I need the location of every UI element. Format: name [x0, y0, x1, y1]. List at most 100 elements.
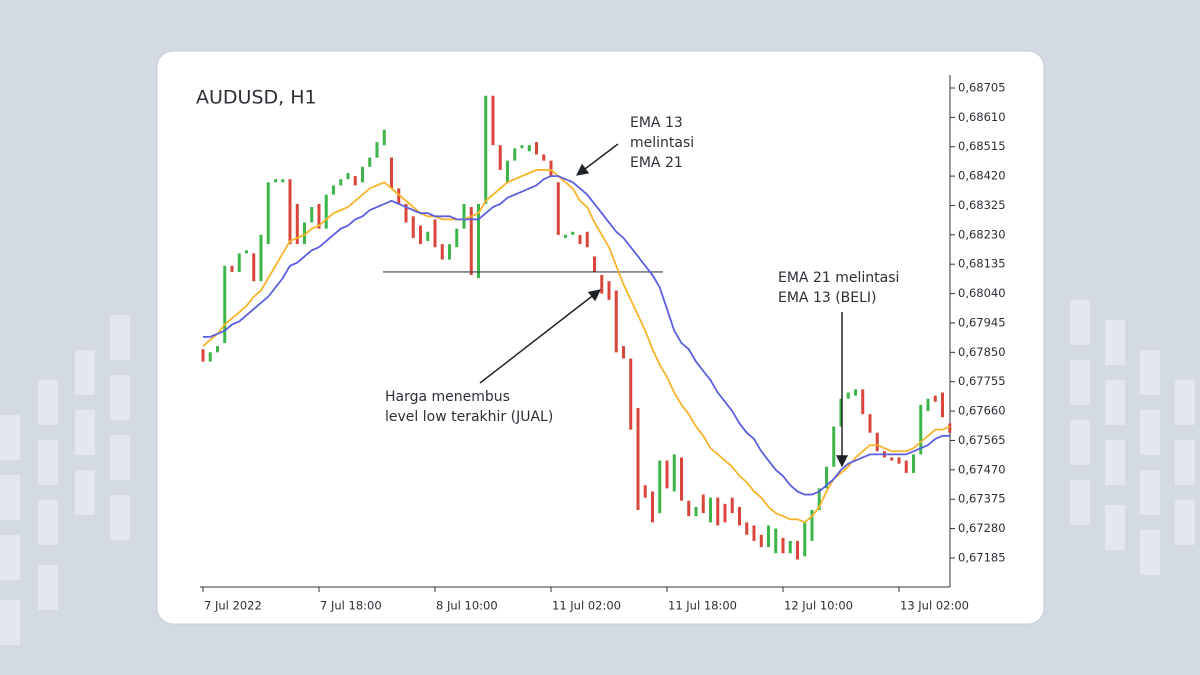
candle	[752, 525, 756, 541]
candle	[208, 352, 212, 362]
candle	[375, 142, 379, 158]
candle	[303, 222, 306, 245]
candle	[288, 179, 292, 245]
candle	[643, 485, 647, 498]
candle	[941, 392, 944, 418]
candle	[564, 234, 567, 238]
candle	[919, 404, 923, 455]
candle	[622, 346, 625, 359]
candle	[926, 398, 930, 412]
candle	[839, 398, 843, 427]
y-tick-label: 0,68515	[958, 139, 1006, 153]
candle	[259, 234, 263, 282]
plot: 0,68705 0,68610 0,68515 0,68420 0,68325 0,682…	[201, 80, 1006, 613]
candle	[324, 194, 328, 229]
candle	[223, 265, 227, 344]
candle	[571, 231, 575, 235]
y-tick-label: 0,67945	[958, 315, 1006, 329]
candle	[440, 244, 444, 260]
candle	[614, 290, 618, 353]
y-tick-label: 0,68325	[958, 198, 1006, 212]
candle	[817, 488, 821, 511]
y-tick-label: 0,67185	[958, 550, 1006, 564]
candle	[803, 522, 807, 557]
candle	[411, 216, 415, 238]
candle	[477, 203, 480, 279]
chart-title: AUDUSD, H1	[196, 87, 317, 109]
candle	[825, 466, 828, 489]
candle	[745, 522, 749, 535]
x-tick-label: 8 Jul 10:00	[436, 599, 498, 613]
card	[156, 50, 1045, 625]
annotation: Harga menembus	[385, 389, 510, 405]
candle	[636, 407, 640, 511]
candle	[709, 497, 712, 523]
annotation: EMA 13	[630, 115, 683, 131]
candle	[542, 154, 546, 161]
candle	[723, 503, 727, 523]
candle	[767, 525, 770, 548]
candle	[672, 454, 676, 492]
candle	[506, 160, 509, 183]
candle	[433, 219, 437, 248]
candle	[484, 95, 488, 204]
arrow	[576, 143, 619, 176]
annotation: EMA 21	[630, 155, 683, 171]
y-tick-label: 0,68135	[958, 257, 1006, 271]
candle	[252, 253, 256, 282]
candle	[701, 494, 705, 514]
candle	[578, 234, 582, 245]
annotation: level low terakhir (JUAL)	[385, 409, 553, 425]
y-tick-label: 0,67280	[958, 521, 1006, 535]
candle	[520, 145, 524, 149]
y-tick-label: 0,68420	[958, 169, 1006, 183]
candle	[593, 256, 596, 272]
candle	[513, 148, 517, 161]
candle	[535, 142, 538, 155]
candle	[346, 173, 350, 180]
y-tick-label: 0,67565	[958, 433, 1006, 447]
candle	[397, 188, 401, 204]
candle	[781, 537, 785, 554]
candle	[651, 491, 654, 523]
y-tick-label: 0,67470	[958, 462, 1006, 476]
annotation: melintasi	[630, 135, 694, 151]
candle	[730, 497, 734, 514]
x-tick-label: 11 Jul 02:00	[552, 599, 621, 613]
candle	[716, 497, 720, 526]
y-tick-label: 0,67660	[958, 404, 1006, 418]
candle	[368, 157, 372, 167]
candle	[687, 500, 691, 517]
candle	[245, 250, 248, 254]
x-tick-label: 7 Jul 2022	[204, 599, 262, 613]
candle	[912, 454, 915, 473]
candle	[353, 176, 357, 186]
candle	[339, 179, 343, 186]
candle	[694, 506, 698, 517]
y-tick-label: 0,68705	[958, 80, 1006, 94]
candle	[455, 228, 459, 248]
candle	[295, 203, 299, 245]
x-tick-label: 13 Jul 02:00	[900, 599, 969, 613]
candle	[948, 423, 952, 433]
y-tick-label: 0,67755	[958, 374, 1006, 388]
candle	[759, 534, 763, 548]
annotation: EMA 21 melintasi	[778, 270, 899, 286]
candle	[281, 179, 285, 183]
candle	[796, 540, 799, 560]
candle	[266, 182, 270, 245]
candle	[448, 244, 451, 260]
candle	[310, 207, 314, 223]
candle	[201, 349, 205, 362]
candle	[317, 203, 321, 229]
candle	[904, 460, 908, 473]
y-tick-label: 0,67375	[958, 492, 1006, 506]
candle	[890, 457, 894, 461]
candle	[810, 510, 814, 541]
candle	[788, 540, 792, 554]
candle	[426, 231, 430, 242]
candle	[738, 506, 741, 526]
candle	[491, 95, 495, 146]
candle	[390, 157, 393, 189]
